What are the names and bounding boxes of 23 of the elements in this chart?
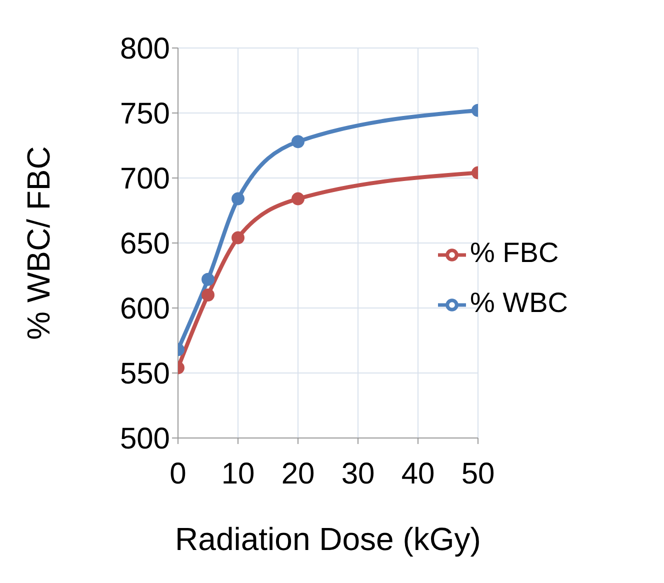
x-tick-label: 0 xyxy=(170,457,186,490)
point xyxy=(292,135,304,148)
y-tick-label: 700 xyxy=(120,162,170,196)
x-tick-label: 10 xyxy=(221,457,255,490)
x-axis-title: Radiation Dose (kGy) xyxy=(175,521,481,557)
y-axis-title: % WBC/ FBC xyxy=(20,146,56,340)
point xyxy=(232,231,244,244)
y-tick-label: 750 xyxy=(120,98,170,131)
point xyxy=(202,288,214,302)
point xyxy=(202,272,214,286)
legend-label: % FBC xyxy=(470,237,559,268)
point xyxy=(232,192,244,206)
x-tick-label: 40 xyxy=(401,457,435,490)
x-tick-label: 30 xyxy=(341,457,375,490)
y-tick-label: 550 xyxy=(120,358,170,391)
y-tick-label: 500 xyxy=(120,422,170,456)
y-tick-label: 600 xyxy=(120,292,170,326)
y-tick-label: 650 xyxy=(120,228,170,261)
x-tick-label: 50 xyxy=(461,457,495,490)
point xyxy=(292,192,304,206)
x-tick-label: 20 xyxy=(281,457,315,490)
legend-label: % WBC xyxy=(470,287,568,318)
y-tick-label: 800 xyxy=(120,32,170,66)
